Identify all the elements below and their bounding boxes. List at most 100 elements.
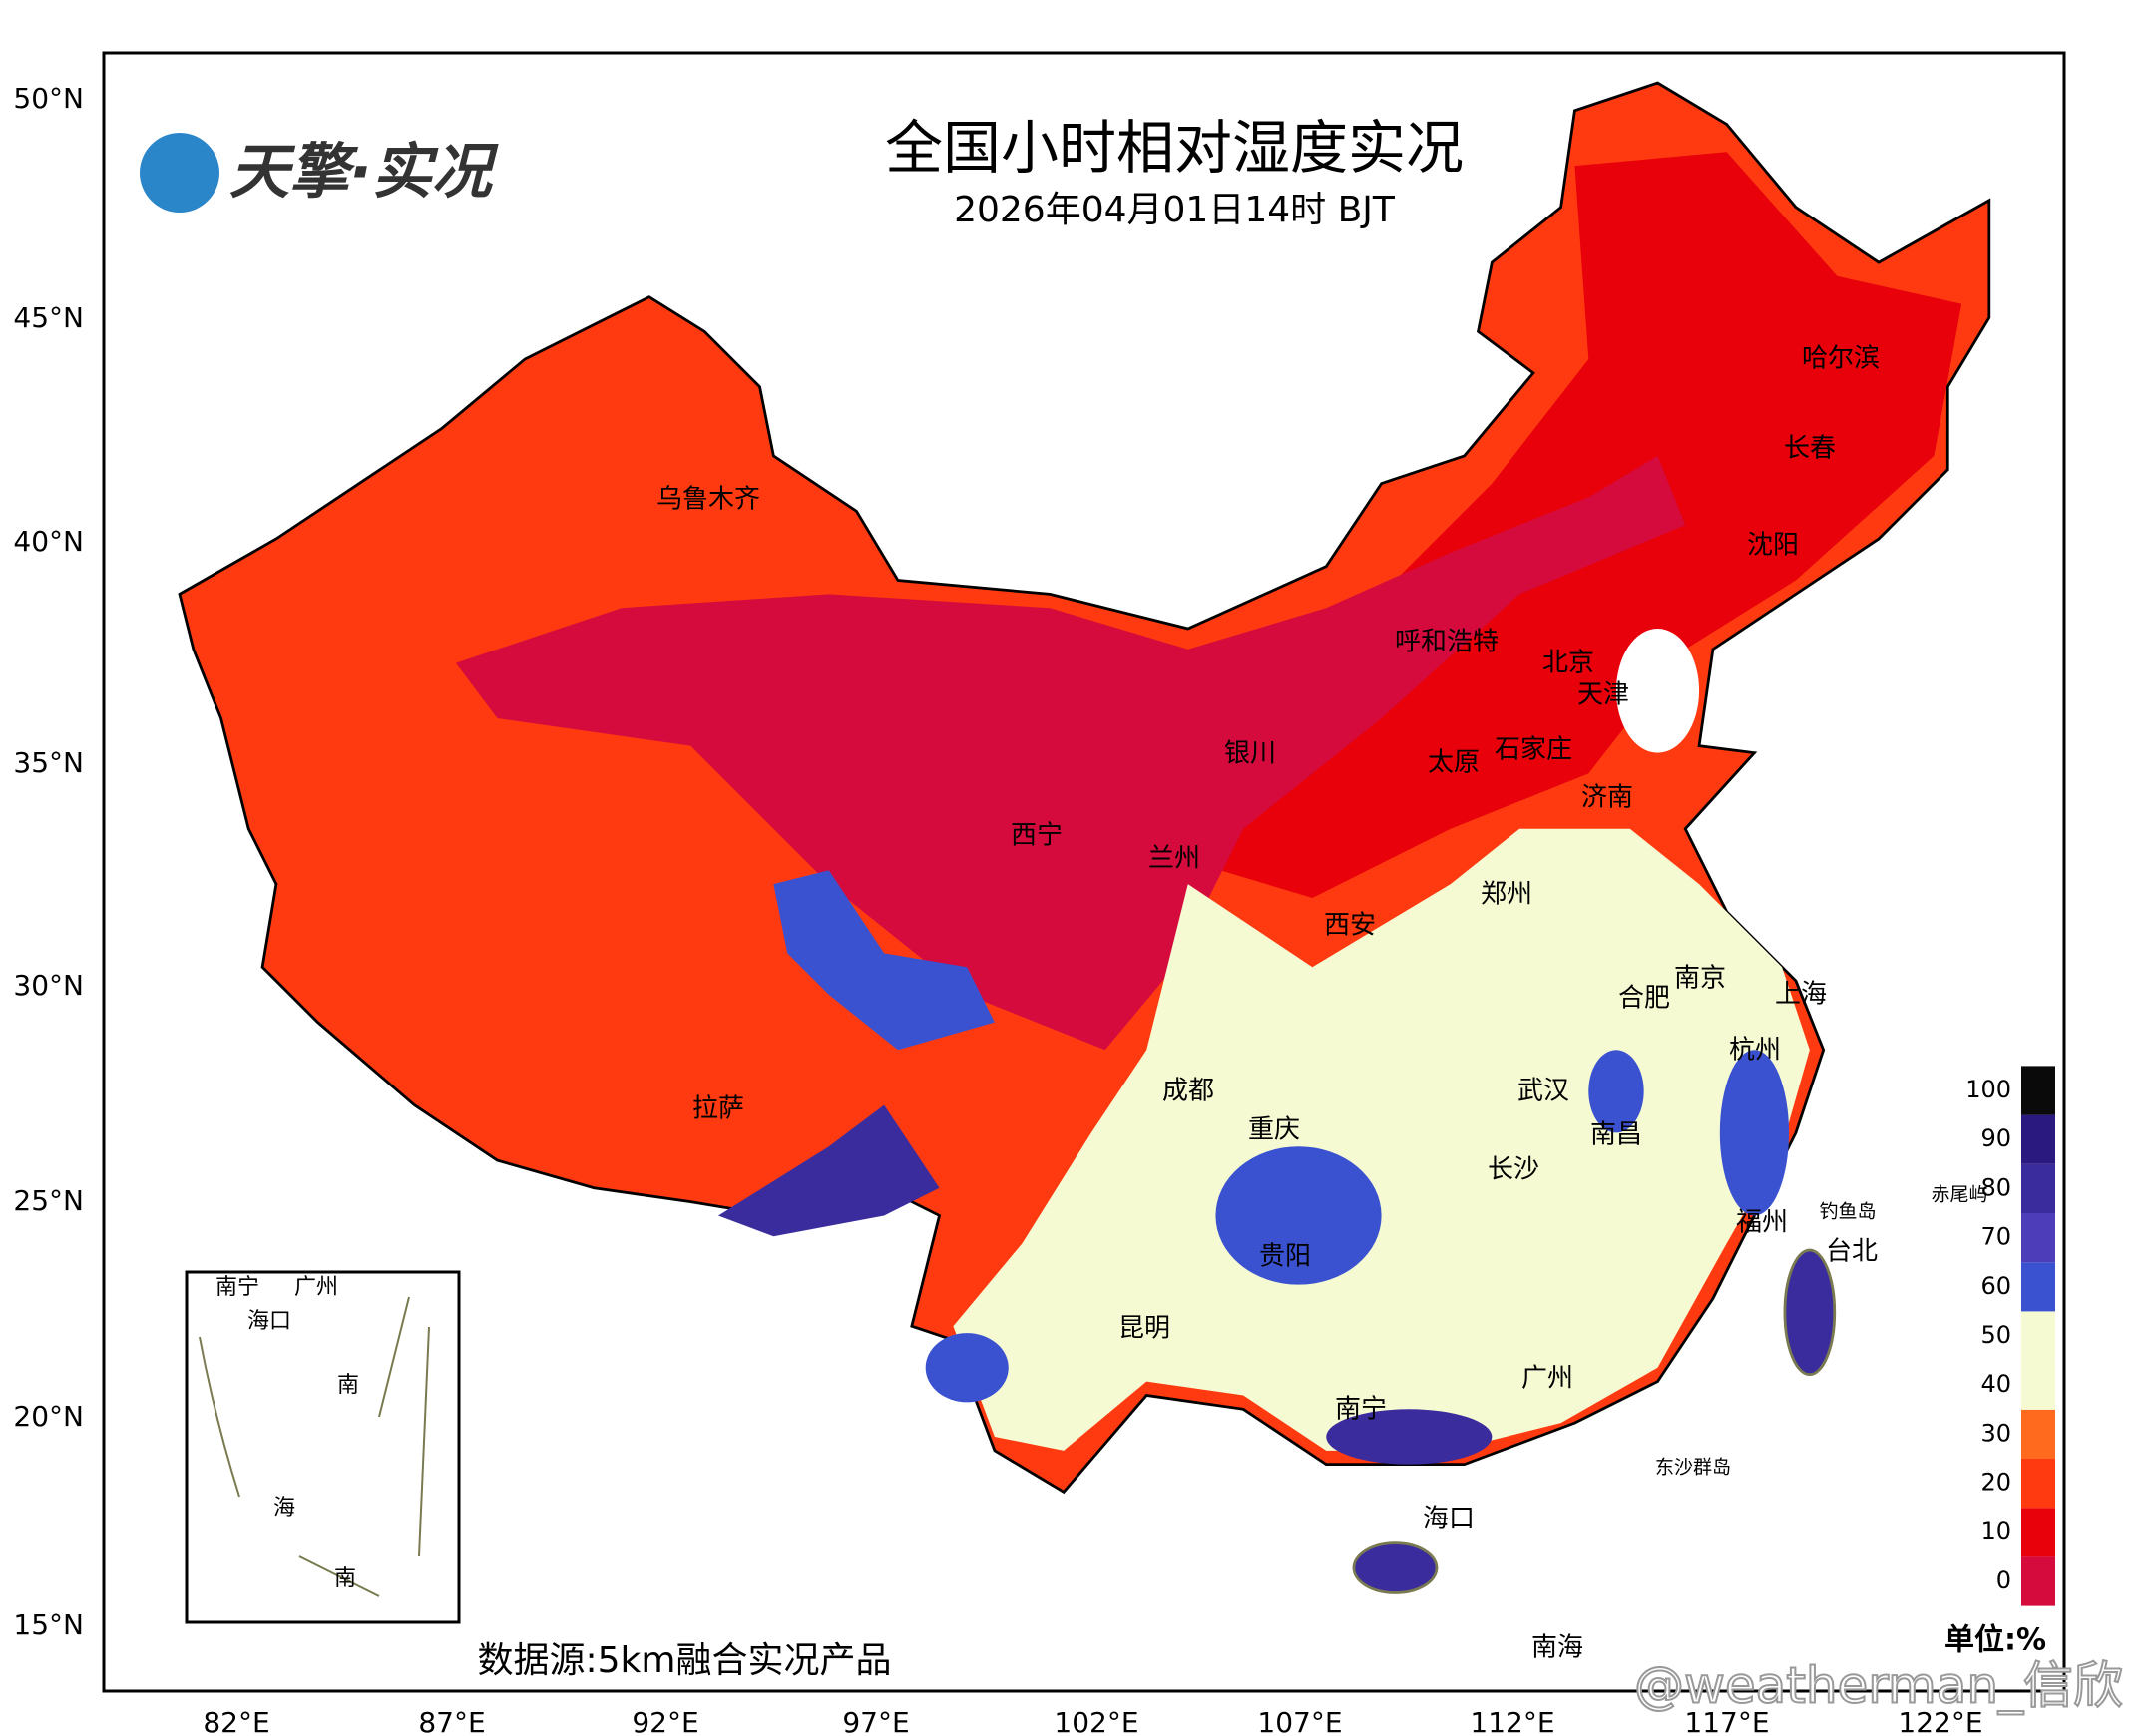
city-label: 济南: [1581, 783, 1633, 813]
colorbar-tick-label: 70: [1980, 1223, 2011, 1251]
colorbar-band: [2021, 1508, 2055, 1557]
city-label: 乌鲁木齐: [656, 485, 760, 515]
subtitle: 2026年04月01日14时 BJT: [954, 190, 1396, 230]
logo-icon: [140, 133, 219, 213]
colorbar-tick-label: 40: [1980, 1370, 2011, 1398]
inset-label: 海: [273, 1496, 295, 1520]
humid-patch: [717, 1104, 940, 1237]
colorbar-tick-label: 60: [1980, 1272, 2011, 1300]
colorbar-band: [2021, 1311, 2055, 1361]
lon-tick-label: 82°E: [203, 1706, 269, 1736]
colorbar-band: [2021, 1163, 2055, 1213]
colorbar-band: [2021, 1213, 2055, 1263]
city-label: 拉萨: [692, 1094, 744, 1124]
lon-tick-label: 122°E: [1898, 1706, 1982, 1736]
city-label: 沈阳: [1747, 531, 1799, 561]
lat-tick-label: 45°N: [13, 301, 84, 334]
city-label: 石家庄: [1495, 735, 1572, 765]
city-label: 哈尔滨: [1802, 344, 1880, 374]
colorbar-tick-label: 50: [1980, 1321, 2011, 1349]
lat-tick-label: 30°N: [13, 969, 84, 1002]
inset-coastline: [199, 1296, 430, 1597]
humid-patch: [1588, 1050, 1644, 1133]
colorbar-band: [2021, 1066, 2055, 1115]
colorbar-tick-label: 80: [1980, 1173, 2011, 1201]
watermark: @weatherman_信欣: [1634, 1657, 2123, 1715]
colorbar-tick-label: 20: [1980, 1469, 2011, 1497]
city-label: 郑州: [1481, 880, 1532, 910]
colorbar-band: [2021, 1114, 2055, 1164]
city-label: 兰州: [1148, 844, 1200, 874]
city-label: 海口: [1423, 1505, 1475, 1534]
city-label: 北京: [1542, 649, 1594, 678]
inset-label: 南: [334, 1566, 356, 1591]
city-label: 福州: [1736, 1208, 1788, 1238]
city-label: 重庆: [1248, 1115, 1300, 1145]
lon-tick-label: 107°E: [1257, 1706, 1342, 1736]
city-label: 台北: [1826, 1237, 1878, 1267]
city-label: 武汉: [1517, 1077, 1569, 1106]
city-label: 贵阳: [1259, 1242, 1311, 1272]
city-label: 太原: [1428, 748, 1480, 778]
colorbar-band: [2021, 1409, 2055, 1459]
lat-tick-label: 40°N: [13, 525, 84, 558]
inset-label: 南: [337, 1373, 359, 1398]
colorbar-tick-label: 0: [1996, 1566, 2011, 1594]
colorbar-band: [2021, 1360, 2055, 1410]
colorbar-band: [2021, 1556, 2055, 1606]
unit-label: 单位:%: [1944, 1623, 2046, 1658]
city-label: 呼和浩特: [1395, 628, 1499, 657]
island-label: 赤尾屿: [1931, 1184, 1987, 1206]
humid-patch: [1215, 1146, 1382, 1285]
city-label: 长沙: [1488, 1155, 1539, 1185]
moist-region: [953, 828, 1810, 1451]
humid-patch: [1719, 1050, 1790, 1216]
map-shapes: [178, 81, 1991, 1594]
very-dry-region: [455, 455, 1686, 1051]
lat-tick-label: 25°N: [13, 1184, 84, 1217]
city-label: 成都: [1162, 1077, 1214, 1106]
city-label: 南昌: [1590, 1120, 1642, 1150]
hainan: [1352, 1541, 1439, 1594]
city-label: 南海: [1531, 1633, 1583, 1663]
city-label: 长春: [1784, 434, 1836, 464]
city-label: 西安: [1324, 911, 1376, 941]
humid-patch: [773, 870, 995, 1051]
lat-tick-label: 50°N: [13, 82, 84, 115]
colorbar-tick-label: 90: [1980, 1124, 2011, 1152]
colorbar-tick-label: 30: [1980, 1419, 2011, 1447]
city-label: 合肥: [1618, 984, 1670, 1014]
city-label: 杭州: [1729, 1036, 1781, 1066]
colorbar-band: [2021, 1262, 2055, 1312]
lon-tick-label: 112°E: [1470, 1706, 1554, 1736]
data-source: 数据源:5km融合实况产品: [478, 1640, 892, 1681]
city-label: 南宁: [1335, 1395, 1387, 1425]
city-label: 广州: [1521, 1364, 1573, 1394]
city-label: 西宁: [1011, 821, 1063, 851]
colorbar-band: [2021, 1459, 2055, 1509]
lat-tick-label: 20°N: [13, 1400, 84, 1433]
inset-frame: [185, 1270, 461, 1624]
lon-tick-label: 102°E: [1054, 1706, 1138, 1736]
humid-patch: [925, 1333, 1009, 1403]
city-label: 上海: [1775, 980, 1827, 1010]
inset-label: 南宁: [216, 1275, 259, 1300]
island-label: 东沙群岛: [1655, 1457, 1731, 1479]
lon-tick-label: 117°E: [1684, 1706, 1769, 1736]
logo-text: 天擎·实况: [229, 138, 499, 208]
city-label: 南京: [1674, 964, 1726, 994]
city-label: 天津: [1577, 680, 1629, 710]
lon-tick-label: 87°E: [418, 1706, 485, 1736]
colorbar-tick-label: 10: [1980, 1518, 2011, 1545]
inset-label: 海口: [247, 1309, 291, 1334]
lat-tick-label: 35°N: [13, 746, 84, 779]
inset-label: 广州: [294, 1275, 338, 1300]
lon-tick-label: 92°E: [632, 1706, 698, 1736]
bohai-sea: [1615, 628, 1700, 753]
title: 全国小时相对湿度实况: [885, 114, 1464, 182]
lon-tick-label: 97°E: [842, 1706, 909, 1736]
city-label: 银川: [1224, 739, 1276, 769]
humid-patch: [1326, 1409, 1493, 1465]
